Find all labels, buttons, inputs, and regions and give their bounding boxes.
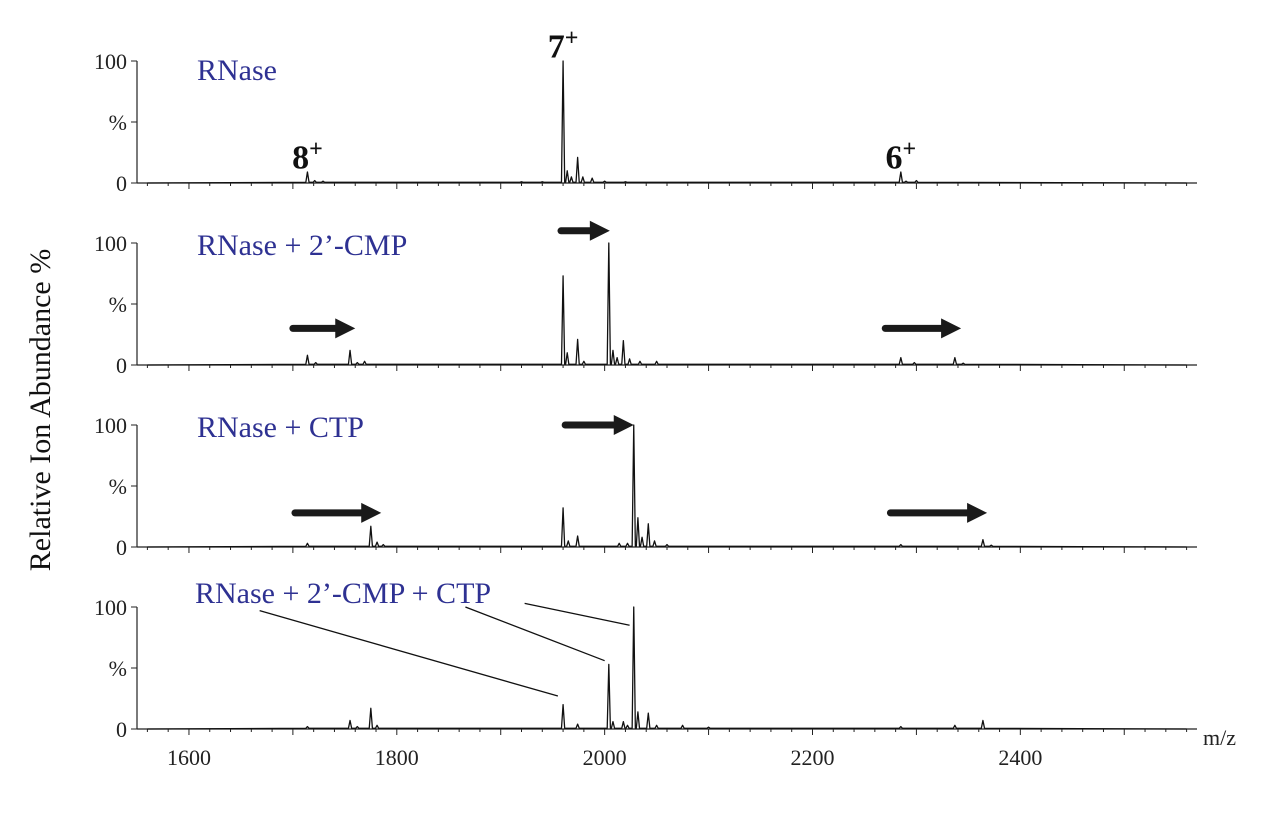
y-tick-label: 100 (94, 49, 127, 74)
y-tick-label: % (109, 656, 127, 681)
spectrum-trace (147, 424, 1187, 548)
y-tick-label: % (109, 110, 127, 135)
panel-3: 0% 100 RNase + CTP (94, 411, 1197, 560)
x-axis-unit: m/z (1203, 725, 1236, 750)
y-tick-label: 0 (116, 717, 127, 742)
panel-title: RNase + 2’-CMP + CTP (195, 577, 491, 610)
y-tick-label: 100 (94, 413, 127, 438)
leader-line (524, 602, 630, 626)
shift-arrow (881, 318, 962, 339)
spectrum-trace (147, 60, 1187, 184)
panel-1: 0% 100 RNase 8+ 7+ 6+ (94, 25, 1197, 196)
y-tick-label: 100 (94, 595, 127, 620)
x-tick-label: 1800 (375, 745, 419, 770)
leader-line (465, 606, 605, 662)
y-tick-label: 0 (116, 171, 127, 196)
x-tick-label: 2200 (790, 745, 834, 770)
panel-2: 0% 100 RNase + 2’-CMP (94, 220, 1197, 378)
shift-arrow (561, 415, 634, 435)
y-tick-label: 0 (116, 535, 127, 560)
y-axis-title: Relative Ion Abundance % (24, 249, 57, 571)
spectrum-trace (147, 242, 1187, 366)
shift-arrow (291, 502, 382, 523)
charge-state-label: 8+ (292, 136, 323, 176)
shift-arrow (886, 502, 988, 523)
shift-arrow (289, 318, 356, 339)
spectrum-trace (147, 606, 1187, 730)
panels-group: 0% 100 RNase 8+ 7+ 6+ 0% 100 RNase + 2’-CMP 0% 100… (94, 25, 1197, 742)
panel-4: 0% 100 RNase + 2’-CMP + CTP (94, 577, 1197, 742)
panel-title: RNase + 2’-CMP (197, 229, 407, 262)
x-axis: 1600 1800 2000 2200 2400 (167, 745, 1042, 770)
x-tick-label: 2000 (583, 745, 627, 770)
x-tick-label: 2400 (998, 745, 1042, 770)
shift-arrow (557, 220, 610, 241)
y-tick-label: 100 (94, 231, 127, 256)
charge-state-label: 7+ (548, 25, 579, 65)
y-tick-label: % (109, 292, 127, 317)
leader-line (259, 610, 559, 697)
panel-title: RNase (197, 54, 277, 87)
y-tick-label: % (109, 474, 127, 499)
x-tick-label: 1600 (167, 745, 211, 770)
panel-title: RNase + CTP (197, 411, 364, 444)
charge-state-label: 6+ (885, 136, 916, 176)
y-tick-label: 0 (116, 353, 127, 378)
